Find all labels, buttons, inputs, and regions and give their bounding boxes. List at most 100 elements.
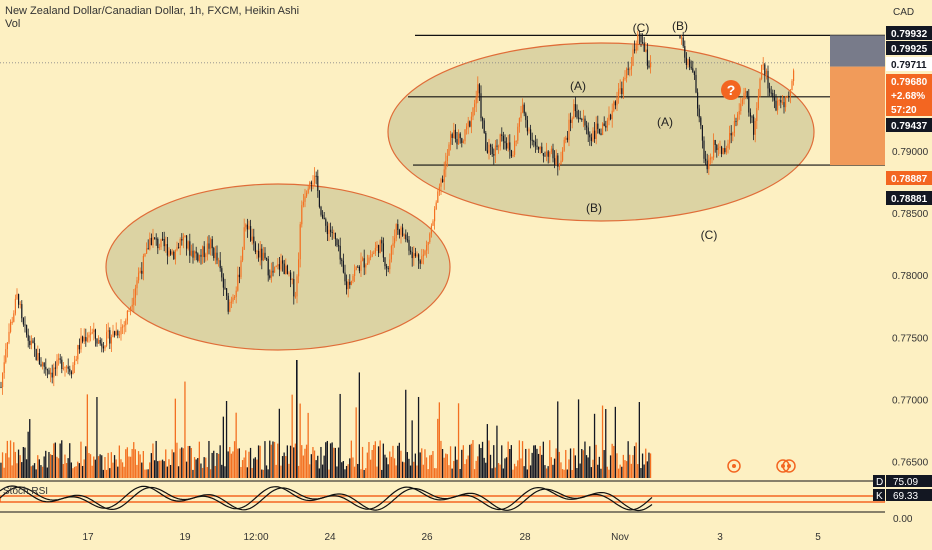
volume-bar (606, 466, 608, 478)
time-tick: 5 (815, 532, 821, 543)
time-tick: 19 (179, 532, 191, 543)
candle-body (579, 118, 581, 120)
volume-bar (397, 445, 399, 478)
candle-body (48, 370, 50, 375)
candle-body (507, 142, 509, 149)
candle-body (104, 345, 106, 349)
volume-bar (555, 448, 557, 478)
candle-body (85, 336, 87, 342)
candle-body (211, 239, 213, 249)
volume-bar (382, 443, 384, 478)
price-badge (886, 74, 932, 88)
candle-body (238, 274, 240, 278)
candle-body (269, 275, 271, 278)
volume-bar (214, 465, 216, 478)
candle-body (442, 179, 444, 183)
volume-bar (637, 464, 639, 478)
candle-body (214, 252, 216, 259)
k-value-badge (886, 489, 932, 501)
volume-bar (237, 448, 239, 478)
candle-body (390, 245, 392, 260)
candle-body (13, 313, 15, 322)
event-marker-icon[interactable] (782, 459, 796, 473)
volume-bar (224, 466, 226, 478)
candle-body (18, 294, 20, 305)
candle-body (616, 98, 618, 106)
volume-bar (168, 459, 170, 478)
question-icon[interactable] (721, 80, 741, 100)
candle-body (102, 346, 104, 349)
candle-body (432, 221, 434, 226)
volume-bar (147, 469, 149, 478)
volume-bar (81, 465, 84, 478)
price-badge (886, 88, 932, 102)
volume-bar (57, 458, 60, 478)
volume-bar (317, 455, 319, 478)
stoch-rsi-pane: Stoch RSI (0, 480, 886, 513)
candle-body (454, 129, 456, 139)
price-badge-label: +2.68% (891, 91, 925, 102)
volume-bar (440, 440, 442, 478)
candle-body (307, 188, 309, 193)
volume-bar (574, 455, 576, 478)
candle-body (764, 64, 766, 75)
volume-bar (0, 462, 2, 478)
volume-bar (552, 464, 554, 478)
volume-bar (155, 440, 157, 478)
volume-bar (254, 457, 256, 478)
volume-bar (225, 400, 228, 478)
candle-body (323, 217, 325, 220)
d-value: 75.09 (893, 477, 918, 488)
candle-body (38, 353, 40, 365)
candle-body (638, 34, 640, 37)
candle-body (395, 224, 397, 239)
volume-bar (32, 465, 34, 478)
volume-bar (200, 463, 202, 478)
volume-bar (387, 464, 389, 478)
candle-body (312, 183, 314, 185)
volume-bar (11, 465, 13, 478)
volume-bar (510, 445, 512, 478)
candle-body (280, 260, 282, 270)
candle-body (450, 134, 452, 145)
volume-bar (278, 408, 280, 478)
volume-bar (280, 465, 282, 478)
price-badge (886, 41, 932, 55)
candle-body (528, 129, 530, 132)
candle-body (721, 146, 723, 155)
candle-body (789, 90, 791, 97)
volume-bar (451, 468, 453, 478)
candle-body (705, 158, 707, 161)
volume-bar (587, 457, 589, 478)
volume-bar (222, 416, 224, 478)
volume-bar (405, 389, 407, 478)
volume-bar (323, 455, 325, 478)
candle-body (621, 88, 623, 95)
volume-bar (472, 440, 474, 478)
price-badge-label: 0.79711 (891, 60, 927, 71)
volume-bar (307, 412, 309, 478)
candle-body (630, 65, 632, 70)
candle-body (202, 246, 204, 257)
candle-body (499, 134, 501, 147)
volume-bar (523, 466, 525, 478)
symbol-title[interactable]: New Zealand Dollar/Canadian Dollar, 1h, … (5, 5, 300, 17)
candle-body (309, 182, 311, 189)
volume-bar (349, 458, 351, 478)
volume-bar (507, 441, 509, 478)
candle-body (320, 206, 322, 215)
price-badge-label: 0.79680 (891, 77, 928, 88)
volume-bar (16, 463, 18, 478)
candle-body (0, 386, 2, 388)
volume-bar (544, 465, 546, 478)
candle-body (717, 147, 719, 151)
volume-bar (59, 443, 61, 478)
volume-bar (566, 469, 568, 478)
candle-body (592, 130, 594, 141)
candle-body (533, 140, 535, 142)
volume-bar (185, 461, 188, 478)
event-marker-icon[interactable] (727, 459, 741, 473)
candle-body (606, 120, 608, 128)
candle-body (138, 272, 140, 281)
